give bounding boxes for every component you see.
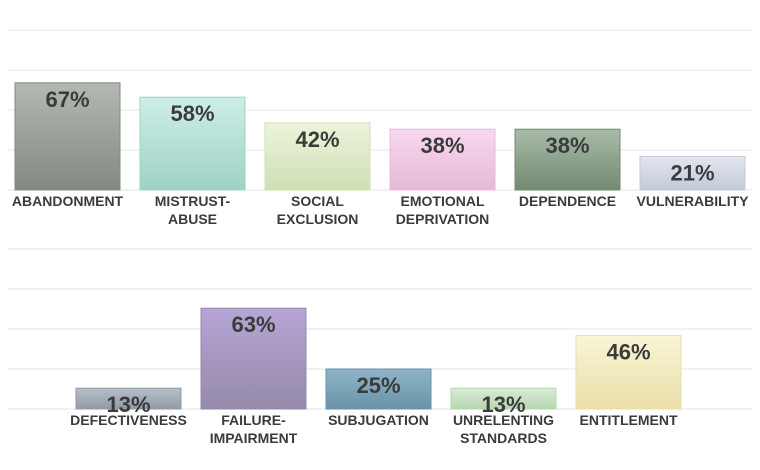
data-label-abandonment: 67% xyxy=(45,87,89,112)
bar-dependence xyxy=(514,128,621,191)
gridlines xyxy=(8,29,752,191)
category-label-failure-impairment: IMPAIRMENT xyxy=(210,430,298,446)
category-label-social-exclusion: SOCIAL xyxy=(291,193,344,209)
chart-panel-1: 67% ABANDONMENT 58% MISTRUST- ABUSE 42% SOCIAL… xyxy=(8,29,752,227)
category-label-unrelenting-standards: UNRELENTING xyxy=(453,412,554,428)
bar-unrelenting-standards xyxy=(450,387,557,410)
category-label-social-exclusion: EXCLUSION xyxy=(277,211,359,227)
category-label-vulnerability: VULNERABILITY xyxy=(637,193,750,209)
category-label-defectiveness: DEFECTIVENESS xyxy=(70,412,187,428)
bar-emotional-deprivation xyxy=(389,128,496,191)
category-label-abandonment: ABANDONMENT xyxy=(12,193,124,209)
category-label-emotional-deprivation: EMOTIONAL xyxy=(401,193,485,209)
category-label-unrelenting-standards: STANDARDS xyxy=(460,430,547,446)
bar-subjugation xyxy=(325,368,432,410)
category-label-emotional-deprivation: DEPRIVATION xyxy=(396,211,490,227)
data-label-subjugation: 25% xyxy=(356,373,400,398)
data-label-emotional-deprivation: 38% xyxy=(420,133,464,158)
data-label-vulnerability: 21% xyxy=(670,160,714,185)
category-label-dependence: DEPENDENCE xyxy=(519,193,616,209)
data-label-unrelenting-standards: 13% xyxy=(481,392,525,417)
data-label-mistrust-abuse: 58% xyxy=(170,101,214,126)
category-label-subjugation: SUBJUGATION xyxy=(328,412,429,428)
bar-entitlement xyxy=(575,334,682,410)
data-label-entitlement: 46% xyxy=(606,339,650,364)
bar-mistrust-abuse xyxy=(139,96,246,191)
category-label-mistrust-abuse: ABUSE xyxy=(168,211,217,227)
category-label-entitlement: ENTITLEMENT xyxy=(580,412,678,428)
data-label-defectiveness: 13% xyxy=(106,392,150,417)
category-label-mistrust-abuse: MISTRUST- xyxy=(155,193,231,209)
bar-social-exclusion xyxy=(264,122,371,191)
bar-abandonment xyxy=(14,82,121,191)
bar-defectiveness xyxy=(75,387,182,410)
bar-vulnerability xyxy=(639,155,746,191)
bar-failure-impairment xyxy=(200,307,307,410)
category-label-failure-impairment: FAILURE- xyxy=(221,412,286,428)
chart-panel-2: 13%DEFECTIVENESS63%FAILURE-IMPAIRMENT25%… xyxy=(8,248,752,446)
data-label-dependence: 38% xyxy=(545,133,589,158)
data-label-failure-impairment: 63% xyxy=(231,312,275,337)
data-label-social-exclusion: 42% xyxy=(295,127,339,152)
